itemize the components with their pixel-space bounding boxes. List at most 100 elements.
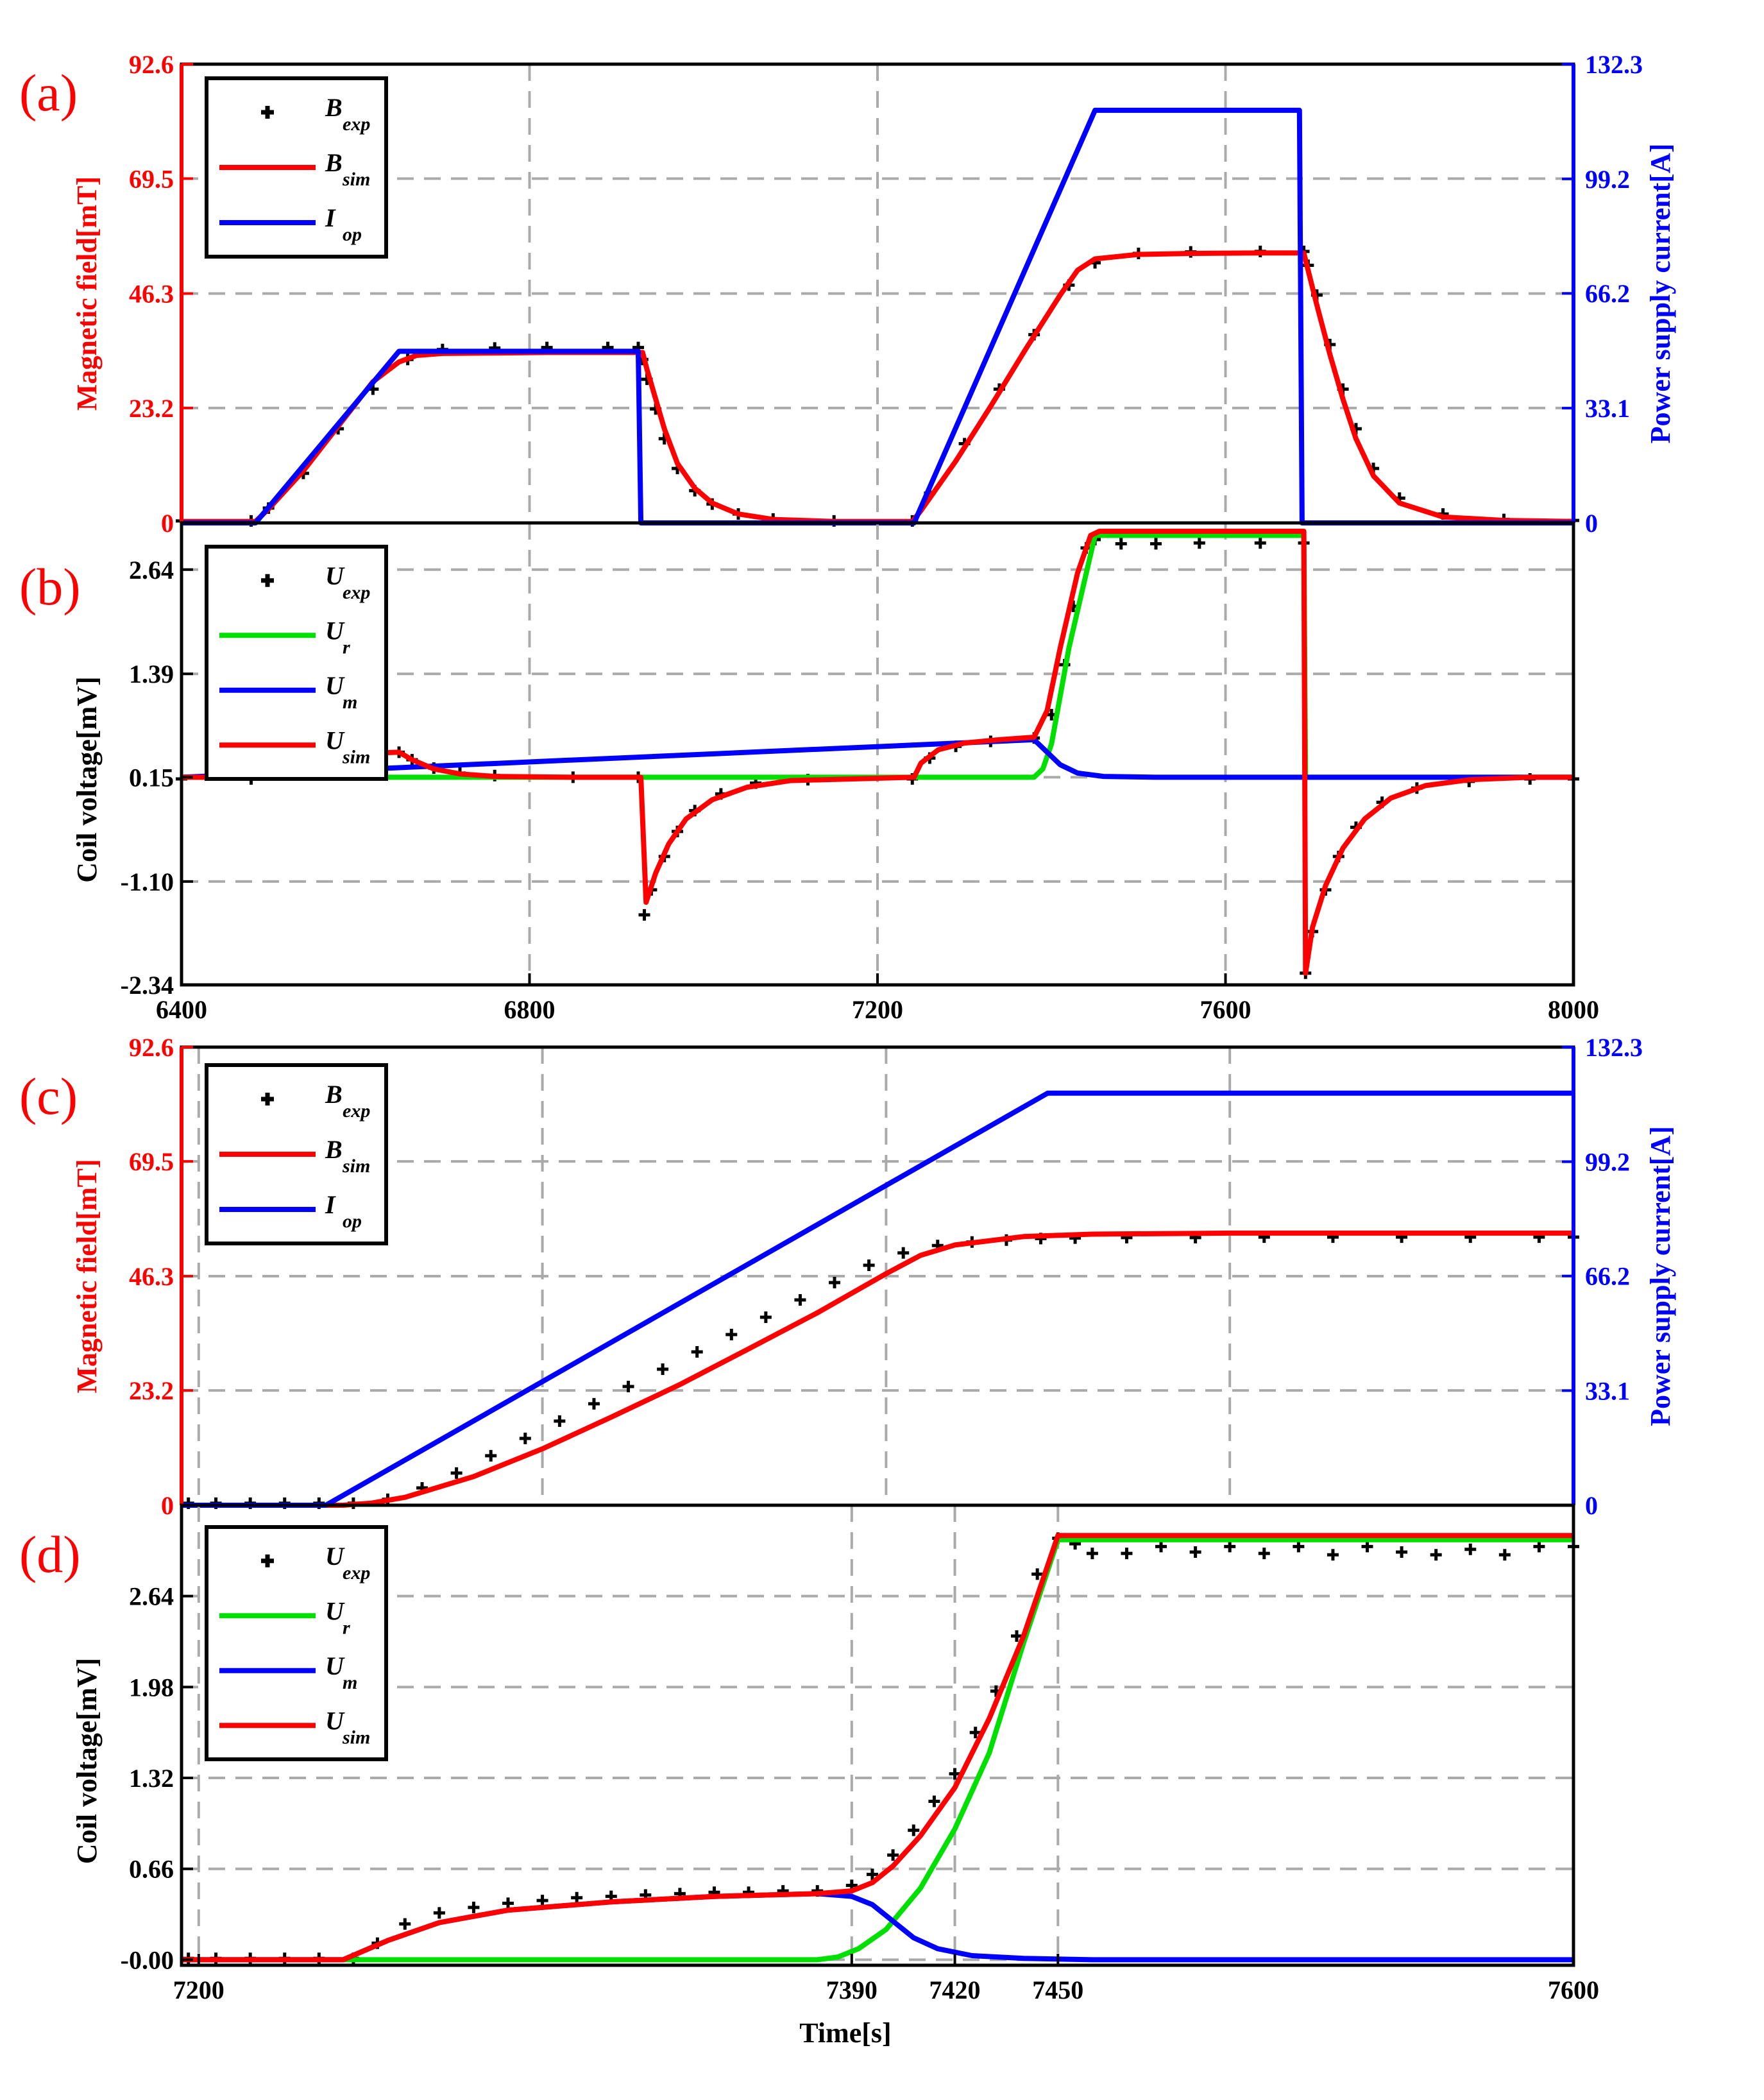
x-tick-label: 7600	[1200, 995, 1251, 1024]
panel-c: 0 23.2 46.3 69.5 92.6 0 33.1 66.2 99.2 132.3 Power…	[19, 1033, 1676, 1520]
series-line-B_sim	[182, 1230, 1573, 1508]
series-group	[182, 1532, 1579, 1965]
legend-label: B	[325, 93, 343, 122]
panel-d: -0.00 0.66 1.32 1.98 2.64 Coil voltage[mV] 720…	[19, 1503, 1599, 2049]
series-group	[182, 1090, 1579, 1509]
panel-label: (b)	[19, 558, 81, 616]
grid	[182, 1505, 1573, 1965]
legend-subscript: sim	[342, 746, 370, 767]
legend-subscript: op	[343, 224, 362, 245]
legend-box	[205, 545, 388, 781]
x-tick-label: 7200	[173, 1976, 225, 2004]
legend-subscript: r	[343, 1617, 350, 1638]
marker-B_exp	[759, 1311, 772, 1323]
marker-U_exp	[1031, 1568, 1044, 1580]
y-tick-label: 1.39	[129, 660, 174, 688]
legend-item: Iop	[219, 1190, 362, 1232]
marker-B_exp	[691, 1345, 703, 1358]
y-axis-label: Magnetic field[mT]	[71, 176, 103, 411]
marker-B_exp	[588, 1397, 600, 1410]
marker-U_exp	[887, 1849, 899, 1861]
legend-label: U	[325, 616, 345, 645]
y-tick-label: 69.5	[129, 164, 174, 193]
panel-label: (c)	[19, 1067, 78, 1125]
y2-tick-label: 99.2	[1585, 1148, 1630, 1177]
marker-U_exp	[1189, 1546, 1201, 1558]
y2-tick-label: 66.2	[1585, 279, 1630, 308]
y-tick-label: 69.5	[129, 1147, 174, 1176]
y-tick-label: -2.34	[121, 971, 174, 1000]
legend-item: Um	[219, 1652, 357, 1693]
y2-tick-label: 99.2	[1585, 165, 1630, 194]
legend-item: Iop	[219, 203, 362, 245]
series-line-U_sim	[182, 529, 1573, 976]
legend-label: B	[325, 1135, 343, 1164]
legend-subscript: sim	[342, 1156, 370, 1177]
marker-U_exp	[399, 1918, 411, 1930]
legend-subscript: r	[343, 636, 350, 658]
y-tick-label: -0.00	[121, 1945, 174, 1974]
marker-U_exp	[433, 1907, 445, 1919]
marker-B_exp	[897, 1247, 910, 1259]
legend-label: U	[325, 726, 345, 755]
marker-U_exp	[638, 909, 650, 921]
legend-subscript: m	[343, 692, 357, 713]
y-tick-label: 1.98	[129, 1673, 174, 1702]
y-tick-label: 0.15	[129, 763, 174, 792]
marker-U_exp	[1150, 538, 1162, 550]
series-line-I_op	[182, 1090, 1573, 1508]
marker-B_exp	[863, 1259, 875, 1272]
y2-tick-label: 0	[1585, 509, 1598, 538]
x-tick-label: 7600	[1548, 1976, 1599, 2004]
y-tick-label: 92.6	[129, 1033, 174, 1062]
panel-a: 0 23.2 46.3 69.5 92.6 0 33.1 66.2 99.2 132.3 Power…	[19, 50, 1676, 538]
x-tick-label: 7390	[826, 1976, 878, 2004]
legend-item: Ur	[219, 1596, 350, 1638]
y-tick-label: 46.3	[129, 280, 174, 309]
legend-label: U	[325, 1706, 345, 1735]
marker-U_exp	[1498, 1549, 1511, 1561]
series-line-U_sim	[182, 1533, 1573, 1963]
y2-tick-label: 132.3	[1585, 1033, 1643, 1062]
y-tick-label: 46.3	[129, 1262, 174, 1291]
marker-B_exp	[450, 1467, 462, 1479]
legend-label: B	[325, 1080, 343, 1109]
legend-label: U	[325, 561, 345, 590]
marker-U_exp	[1533, 1541, 1545, 1553]
x-tick-label: 6400	[156, 995, 207, 1024]
grid	[182, 1047, 1573, 1505]
panel-label: (d)	[19, 1525, 81, 1584]
panel-b: -2.34 -1.10 0.15 1.39 2.64 Coil voltage[mV] 64…	[19, 521, 1599, 1024]
marker-B_exp	[485, 1449, 497, 1462]
y-tick-label: 23.2	[129, 394, 174, 423]
legend-subscript: op	[343, 1211, 362, 1232]
marker-U_exp	[1361, 1541, 1373, 1553]
marker-U_exp	[1293, 1541, 1305, 1553]
marker-U_exp	[1011, 1630, 1022, 1642]
legend-label: U	[325, 671, 345, 700]
legend-label: U	[325, 1596, 345, 1625]
series-line-U_r	[182, 1537, 1573, 1963]
y2-tick-label: 33.1	[1585, 1376, 1630, 1405]
marker-U_exp	[1224, 1541, 1236, 1553]
grid	[182, 64, 1573, 523]
marker-U_exp	[949, 1768, 961, 1780]
marker-U_exp	[969, 1727, 981, 1739]
marker-U_exp	[1464, 1543, 1477, 1555]
marker-U_exp	[1193, 537, 1205, 549]
legend-subscript: exp	[343, 582, 370, 603]
panel-label: (a)	[19, 64, 78, 122]
marker-U_exp	[468, 1901, 480, 1913]
marker-U_exp	[1396, 1546, 1408, 1558]
y-axis-label: Coil voltage[mV]	[71, 676, 103, 882]
legend-label: U	[325, 1542, 345, 1571]
legend-marker	[261, 574, 274, 587]
marker-U_exp	[1254, 537, 1266, 549]
